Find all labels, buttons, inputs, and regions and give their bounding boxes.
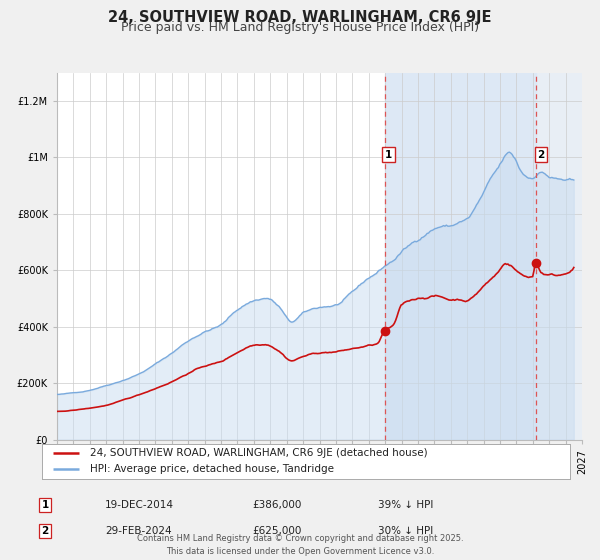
Text: 1: 1	[41, 500, 49, 510]
Bar	[536, 73, 582, 440]
Text: 1: 1	[385, 150, 392, 160]
Text: Price paid vs. HM Land Registry's House Price Index (HPI): Price paid vs. HM Land Registry's House …	[121, 21, 479, 34]
Text: 24, SOUTHVIEW ROAD, WARLINGHAM, CR6 9JE: 24, SOUTHVIEW ROAD, WARLINGHAM, CR6 9JE	[108, 10, 492, 25]
Text: 29-FEB-2024: 29-FEB-2024	[105, 526, 172, 536]
Text: £386,000: £386,000	[252, 500, 301, 510]
Text: Contains HM Land Registry data © Crown copyright and database right 2025.
This d: Contains HM Land Registry data © Crown c…	[137, 534, 463, 556]
Text: 24, SOUTHVIEW ROAD, WARLINGHAM, CR6 9JE (detached house): 24, SOUTHVIEW ROAD, WARLINGHAM, CR6 9JE …	[89, 448, 427, 458]
Bar	[385, 73, 536, 440]
Text: HPI: Average price, detached house, Tandridge: HPI: Average price, detached house, Tand…	[89, 464, 334, 474]
Text: 2: 2	[538, 150, 545, 160]
Text: 2: 2	[41, 526, 49, 536]
Text: 19-DEC-2014: 19-DEC-2014	[105, 500, 174, 510]
Text: 30% ↓ HPI: 30% ↓ HPI	[378, 526, 433, 536]
Text: 39% ↓ HPI: 39% ↓ HPI	[378, 500, 433, 510]
Text: £625,000: £625,000	[252, 526, 301, 536]
